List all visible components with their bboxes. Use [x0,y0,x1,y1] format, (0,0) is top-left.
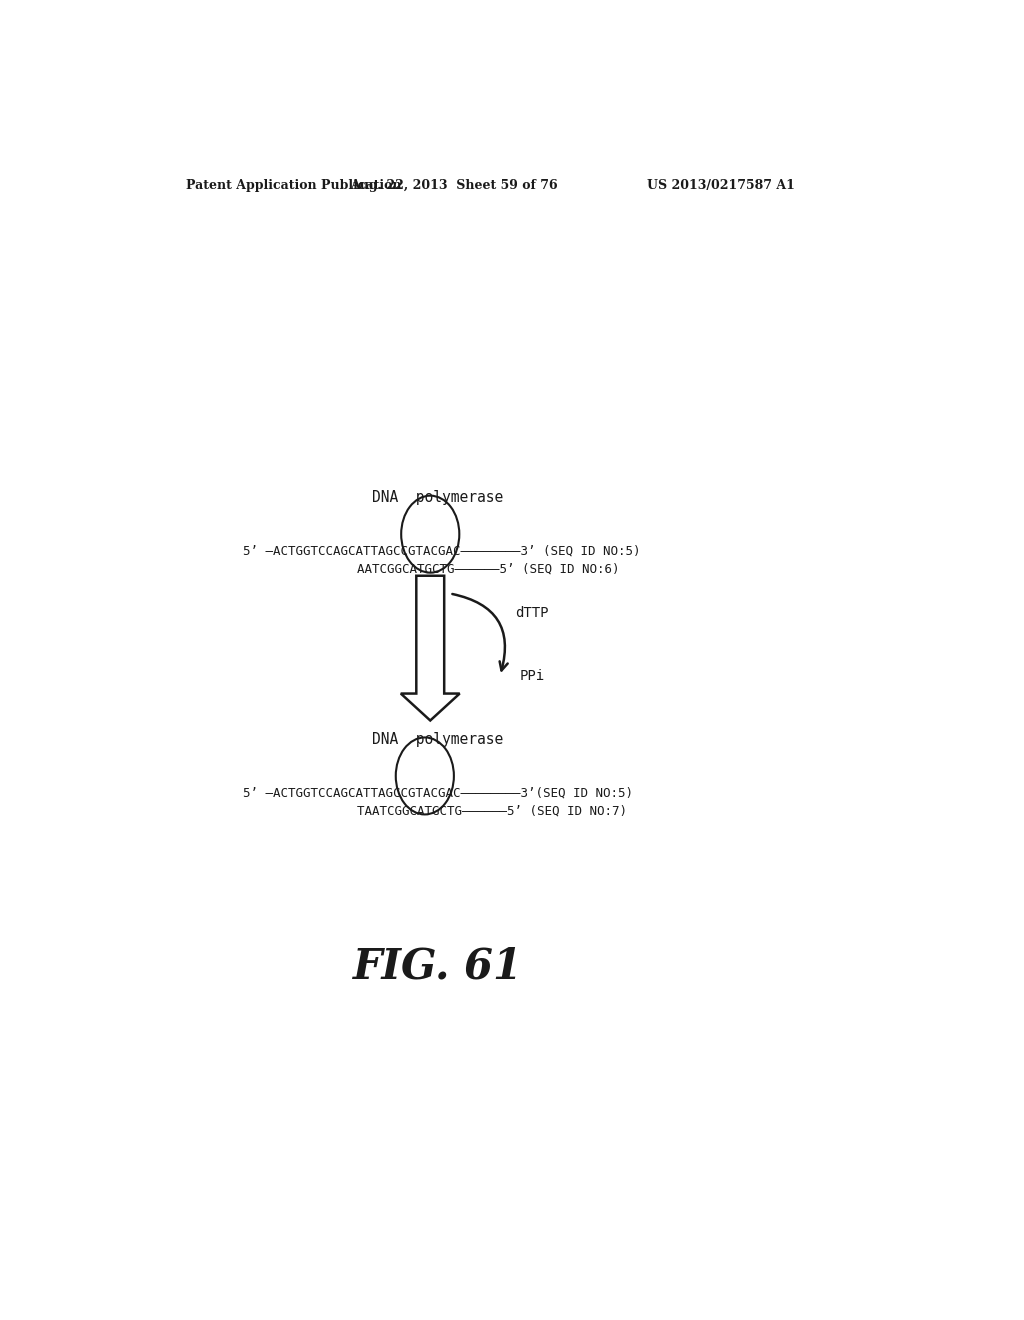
Text: 5’ –ACTGGTCCAGCATTAGCCGTACGAC––––––––3’ (SEQ ID NO:5): 5’ –ACTGGTCCAGCATTAGCCGTACGAC––––––––3’ … [243,545,640,557]
Text: US 2013/0217587 A1: US 2013/0217587 A1 [647,178,795,191]
Text: AATCGGCATGCTG––––––5’ (SEQ ID NO:6): AATCGGCATGCTG––––––5’ (SEQ ID NO:6) [356,562,620,576]
Text: FIG. 61: FIG. 61 [353,946,523,987]
Text: TAATCGGCATGCTG––––––5’ (SEQ ID NO:7): TAATCGGCATGCTG––––––5’ (SEQ ID NO:7) [356,804,627,817]
Text: DNA  polymerase: DNA polymerase [373,490,504,504]
Text: 5’ –ACTGGTCCAGCATTAGCCGTACGAC––––––––3’(SEQ ID NO:5): 5’ –ACTGGTCCAGCATTAGCCGTACGAC––––––––3’(… [243,787,633,800]
Text: Patent Application Publication: Patent Application Publication [186,178,401,191]
Polygon shape [400,576,460,721]
Text: DNA  polymerase: DNA polymerase [373,733,504,747]
Text: PPi: PPi [519,669,545,682]
Text: dTTP: dTTP [515,606,549,619]
Text: Aug. 22, 2013  Sheet 59 of 76: Aug. 22, 2013 Sheet 59 of 76 [349,178,557,191]
